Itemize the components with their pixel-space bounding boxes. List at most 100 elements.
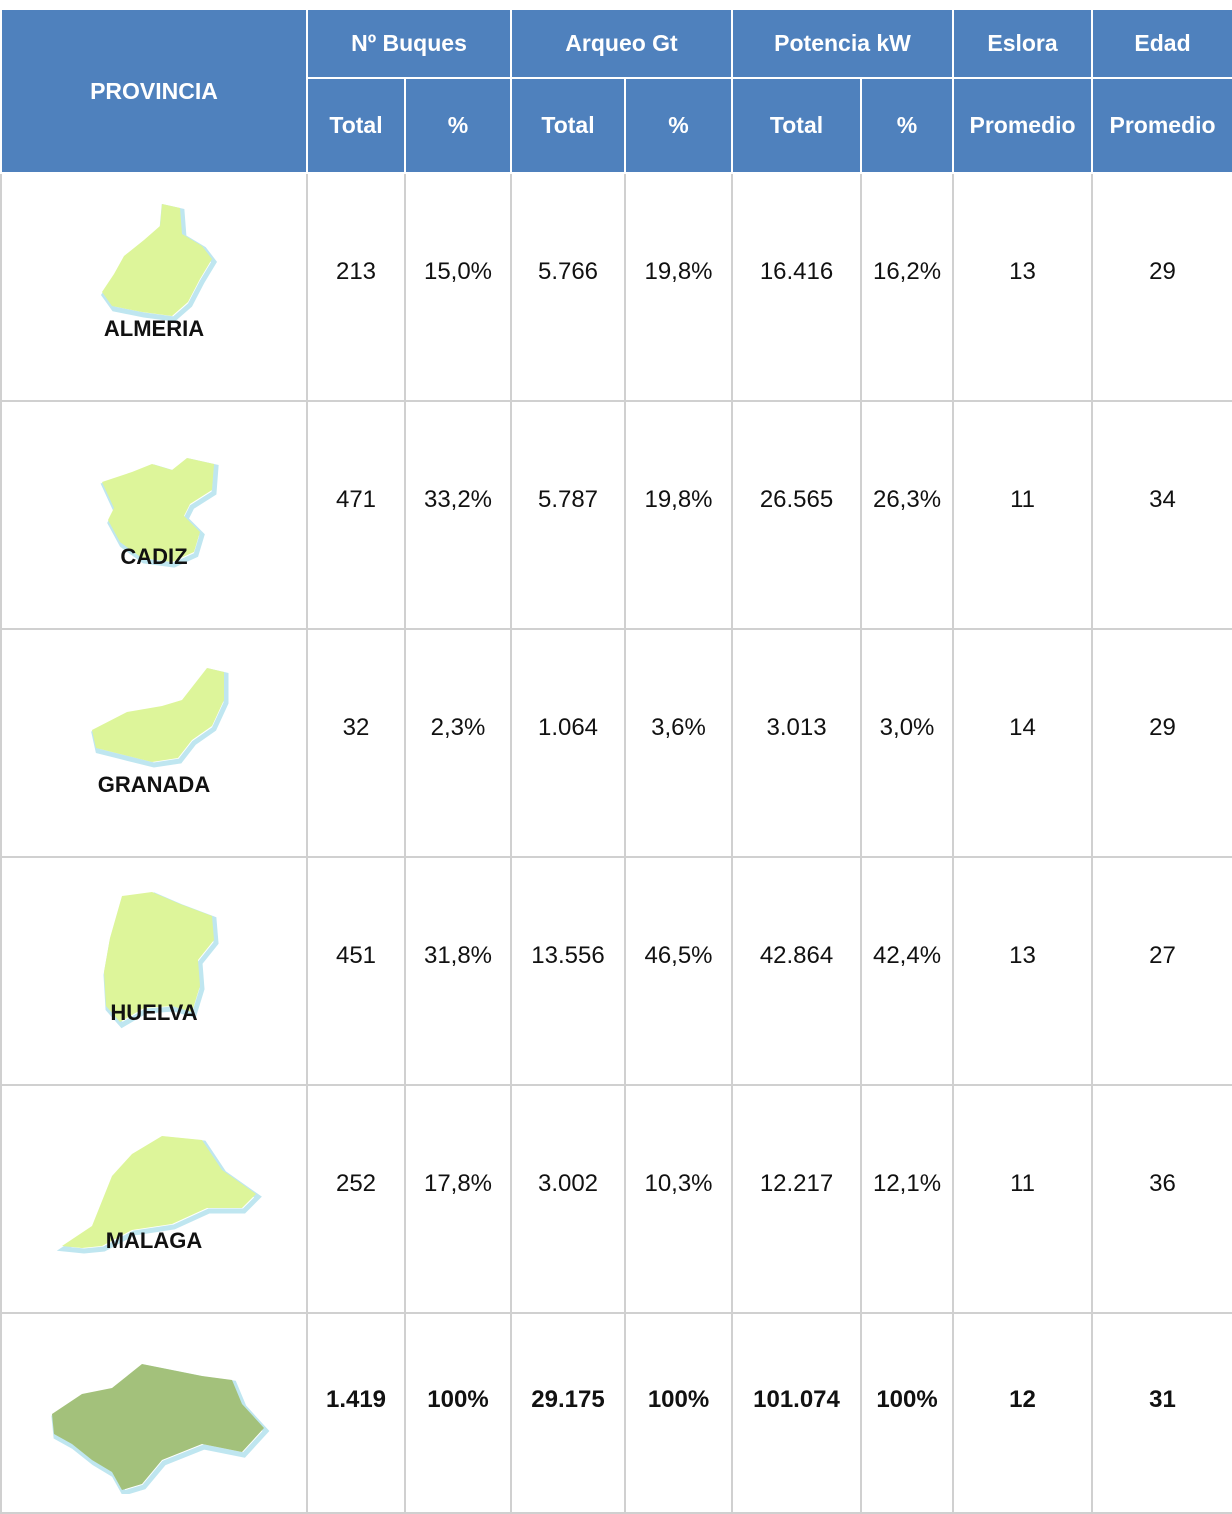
total-cell: 100%: [404, 1312, 512, 1514]
sub-header: %: [623, 77, 734, 174]
value-cell: 3,0%: [860, 628, 955, 858]
value-cell: 3.002: [510, 1084, 626, 1314]
value-cell: 1.064: [510, 628, 626, 858]
province-box: MALAGA: [2, 1086, 306, 1312]
value-cell: 13: [952, 856, 1094, 1086]
province-name: GRANADA: [97, 772, 211, 797]
data-row: MALAGA 252 17,8% 3.002 10,3% 12.217 12,1% 11 36: [0, 1084, 1232, 1314]
total-cell: 101.074: [731, 1312, 863, 1514]
value-cell: 17,8%: [404, 1084, 512, 1314]
cell-text: 26,3%: [872, 486, 942, 513]
value-cell: 451: [306, 856, 406, 1086]
total-cell: 1.419: [306, 1312, 406, 1514]
group-header: Nº Buques: [306, 8, 512, 79]
value-cell: 29: [1091, 628, 1232, 858]
cell-text: 12: [1009, 1386, 1036, 1413]
cell-text: 3,6%: [651, 714, 706, 741]
cell-text: 3.013: [766, 714, 827, 741]
province-name: MALAGA: [105, 1228, 203, 1253]
cell-text: 34: [1149, 486, 1176, 513]
cell-text: 31: [1149, 1386, 1176, 1413]
value-cell: 36: [1091, 1084, 1232, 1314]
cell-text: 100%: [876, 1386, 938, 1413]
map-shape: [104, 892, 214, 1022]
province-box: [2, 1314, 306, 1512]
cell-text: 100%: [427, 1386, 489, 1413]
value-cell: 46,5%: [623, 856, 734, 1086]
fleet-table: PROVINCIA Nº Buques Arqueo Gt Potencia kW E…: [0, 8, 1232, 1514]
value-cell: 3,6%: [623, 628, 734, 858]
map-shape: [52, 1364, 264, 1490]
value-cell: 19,8%: [623, 400, 734, 630]
cell-text: 101.074: [753, 1386, 840, 1413]
cell-text: 27: [1149, 942, 1176, 969]
data-row: CADIZ 471 33,2% 5.787 19,8% 26.565 26,3% 11 34: [0, 400, 1232, 630]
cell-text: 14: [1009, 714, 1036, 741]
value-cell: 471: [306, 400, 406, 630]
province-cell: ALMERIA: [0, 172, 308, 402]
value-cell: 31,8%: [404, 856, 512, 1086]
value-cell: 10,3%: [623, 1084, 734, 1314]
group-header: Arqueo Gt: [509, 8, 734, 79]
total-cell: 31: [1091, 1312, 1232, 1514]
value-cell: 42,4%: [860, 856, 955, 1086]
cell-text: 33,2%: [423, 486, 493, 513]
cell-text: 11: [1010, 486, 1035, 513]
total-cell: 12: [952, 1312, 1094, 1514]
sub-header: Promedio: [1091, 77, 1232, 174]
cell-text: 100%: [647, 1386, 710, 1413]
table-wrap: PROVINCIA Nº Buques Arqueo Gt Potencia kW E…: [0, 8, 1232, 1514]
value-cell: 11: [952, 1084, 1094, 1314]
cell-text: 471: [335, 486, 377, 513]
province-map: [91, 668, 229, 768]
province-name: CADIZ: [120, 544, 188, 569]
map-shape: [92, 668, 224, 762]
cell-text: 42.864: [759, 942, 834, 969]
value-cell: 26.565: [731, 400, 863, 630]
map-shape: [102, 204, 212, 316]
value-cell: 5.766: [510, 172, 626, 402]
group-header: Eslora: [952, 8, 1094, 79]
cell-text: 252: [335, 1170, 377, 1197]
province-box: GRANADA: [2, 630, 306, 856]
value-cell: 213: [306, 172, 406, 402]
cell-text: 11: [1010, 1170, 1035, 1197]
value-cell: 252: [306, 1084, 406, 1314]
cell-text: 46,5%: [644, 942, 713, 969]
value-cell: 12,1%: [860, 1084, 955, 1314]
cell-text: 19,8%: [644, 258, 713, 285]
value-cell: 2,3%: [404, 628, 512, 858]
map-shape: [102, 458, 214, 562]
province-map: [103, 892, 219, 1029]
cell-text: 36: [1149, 1170, 1176, 1197]
data-row: HUELVA 451 31,8% 13.556 46,5% 42.864 42,4% 13 27: [0, 856, 1232, 1086]
value-cell: 12.217: [731, 1084, 863, 1314]
map-shape: [62, 1136, 256, 1248]
cell-text: 15,0%: [423, 258, 493, 285]
value-cell: 13: [952, 172, 1094, 402]
cell-text: 31,8%: [423, 942, 493, 969]
total-row: 1.419 100% 29.175 100% 101.074 100% 12 31: [0, 1312, 1232, 1514]
sub-header: Promedio: [952, 77, 1094, 174]
sub-header: %: [404, 77, 512, 174]
province-map: [100, 458, 219, 568]
cell-text: 213: [335, 258, 377, 285]
cell-text: 3.002: [537, 1170, 599, 1197]
value-cell: 29: [1091, 172, 1232, 402]
sub-header: Total: [306, 77, 406, 174]
cell-text: 3,0%: [879, 714, 935, 741]
province-cell: MALAGA: [0, 1084, 308, 1314]
value-cell: 14: [952, 628, 1094, 858]
cell-text: 12,1%: [872, 1170, 942, 1197]
cell-text: 16.416: [759, 258, 834, 285]
value-cell: 3.013: [731, 628, 863, 858]
value-cell: 16,2%: [860, 172, 955, 402]
cell-text: 26.565: [759, 486, 834, 513]
cell-text: 29: [1149, 258, 1176, 285]
cell-text: 10,3%: [644, 1170, 713, 1197]
sub-header: Total: [731, 77, 863, 174]
group-header: Edad: [1091, 8, 1232, 79]
total-cell: 100%: [860, 1312, 955, 1514]
group-header: Potencia kW: [731, 8, 955, 79]
data-row: ALMERIA 213 15,0% 5.766 19,8% 16.416 16,2% 13 29: [0, 172, 1232, 402]
